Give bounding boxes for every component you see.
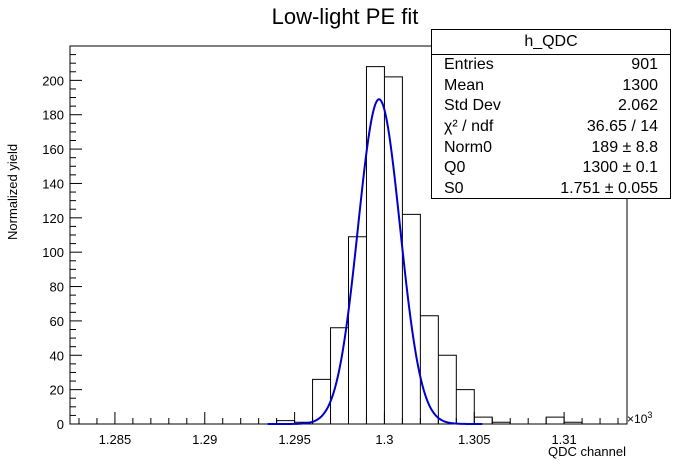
histogram-bin <box>331 328 349 424</box>
x-tick-label: 1.29 <box>192 432 217 447</box>
stats-row-value: 1.751 ± 0.055 <box>560 180 658 198</box>
y-tick-label: 60 <box>50 314 64 329</box>
x-axis-label: QDC channel <box>547 444 626 459</box>
y-axis-label: Normalized yield <box>5 143 20 240</box>
stats-row-label: Entries <box>444 56 494 73</box>
y-tick-label: 40 <box>50 348 64 363</box>
stats-row: Q0 1300 ± 0.1 <box>432 158 670 179</box>
stats-row-value: 901 <box>631 56 658 73</box>
stats-row-value: 1300 <box>622 76 658 94</box>
y-tick-label: 80 <box>50 280 64 295</box>
histogram-outline <box>70 66 627 425</box>
histogram-bin <box>384 77 402 424</box>
chart-title: Low-light PE fit <box>271 4 419 29</box>
y-tick-label: 180 <box>42 108 64 123</box>
y-tick-label: 0 <box>57 417 64 432</box>
y-tick-label: 160 <box>42 142 64 157</box>
stats-rows: Entries 901 Mean 1300 Std Dev 2.062 χ² / ndf 36… <box>432 55 670 200</box>
histogram-bin <box>349 237 367 424</box>
stats-row-value: 36.65 / 14 <box>586 118 658 136</box>
stats-row-label: Std Dev <box>444 97 501 115</box>
x-tick-label: 1.31 <box>551 432 576 447</box>
fit-curve <box>267 98 483 425</box>
stats-box: h_QDC Entries 901 Mean 1300 Std Dev 2.062 χ² /… <box>431 29 671 199</box>
x-tick-label: 1.295 <box>278 432 311 447</box>
histogram-bin <box>420 316 438 424</box>
x-tick-label: 1.305 <box>458 432 491 447</box>
stats-row-value: 1300 ± 0.1 <box>582 159 658 177</box>
stats-row-label: S0 <box>444 180 464 198</box>
stats-row-label: Norm0 <box>444 138 493 156</box>
y-tick-label: 140 <box>42 176 64 191</box>
x-tick-label: 1.3 <box>375 432 393 447</box>
y-tick-label: 100 <box>42 245 64 260</box>
x-axis-multiplier: ×103 <box>627 410 653 426</box>
stats-row-label: χ² / ndf <box>444 118 494 136</box>
stats-row-label: Mean <box>444 76 485 94</box>
histogram-bin <box>546 417 564 424</box>
stats-row: S0 1.751 ± 0.055 <box>432 179 670 200</box>
histogram-bin <box>366 67 384 424</box>
y-tick-label: 200 <box>42 73 64 88</box>
stats-row: Mean 1300 <box>432 76 670 97</box>
y-tick-label: 120 <box>42 211 64 226</box>
y-tick-label: 20 <box>50 383 64 398</box>
stats-row-value: 2.062 <box>617 97 658 115</box>
histogram-bin <box>456 390 474 424</box>
stats-title: h_QDC <box>432 30 670 55</box>
x-tick-label: 1.285 <box>99 432 132 447</box>
histogram-bin <box>474 417 492 424</box>
stats-row-label: Q0 <box>444 159 466 177</box>
stats-row: Entries 901 <box>432 55 670 76</box>
stats-row: χ² / ndf 36.65 / 14 <box>432 117 670 138</box>
stats-row: Norm0 189 ± 8.8 <box>432 138 670 159</box>
stats-row-value: 189 ± 8.8 <box>591 138 658 156</box>
stats-row: Std Dev 2.062 <box>432 96 670 117</box>
histogram-bin <box>438 355 456 424</box>
